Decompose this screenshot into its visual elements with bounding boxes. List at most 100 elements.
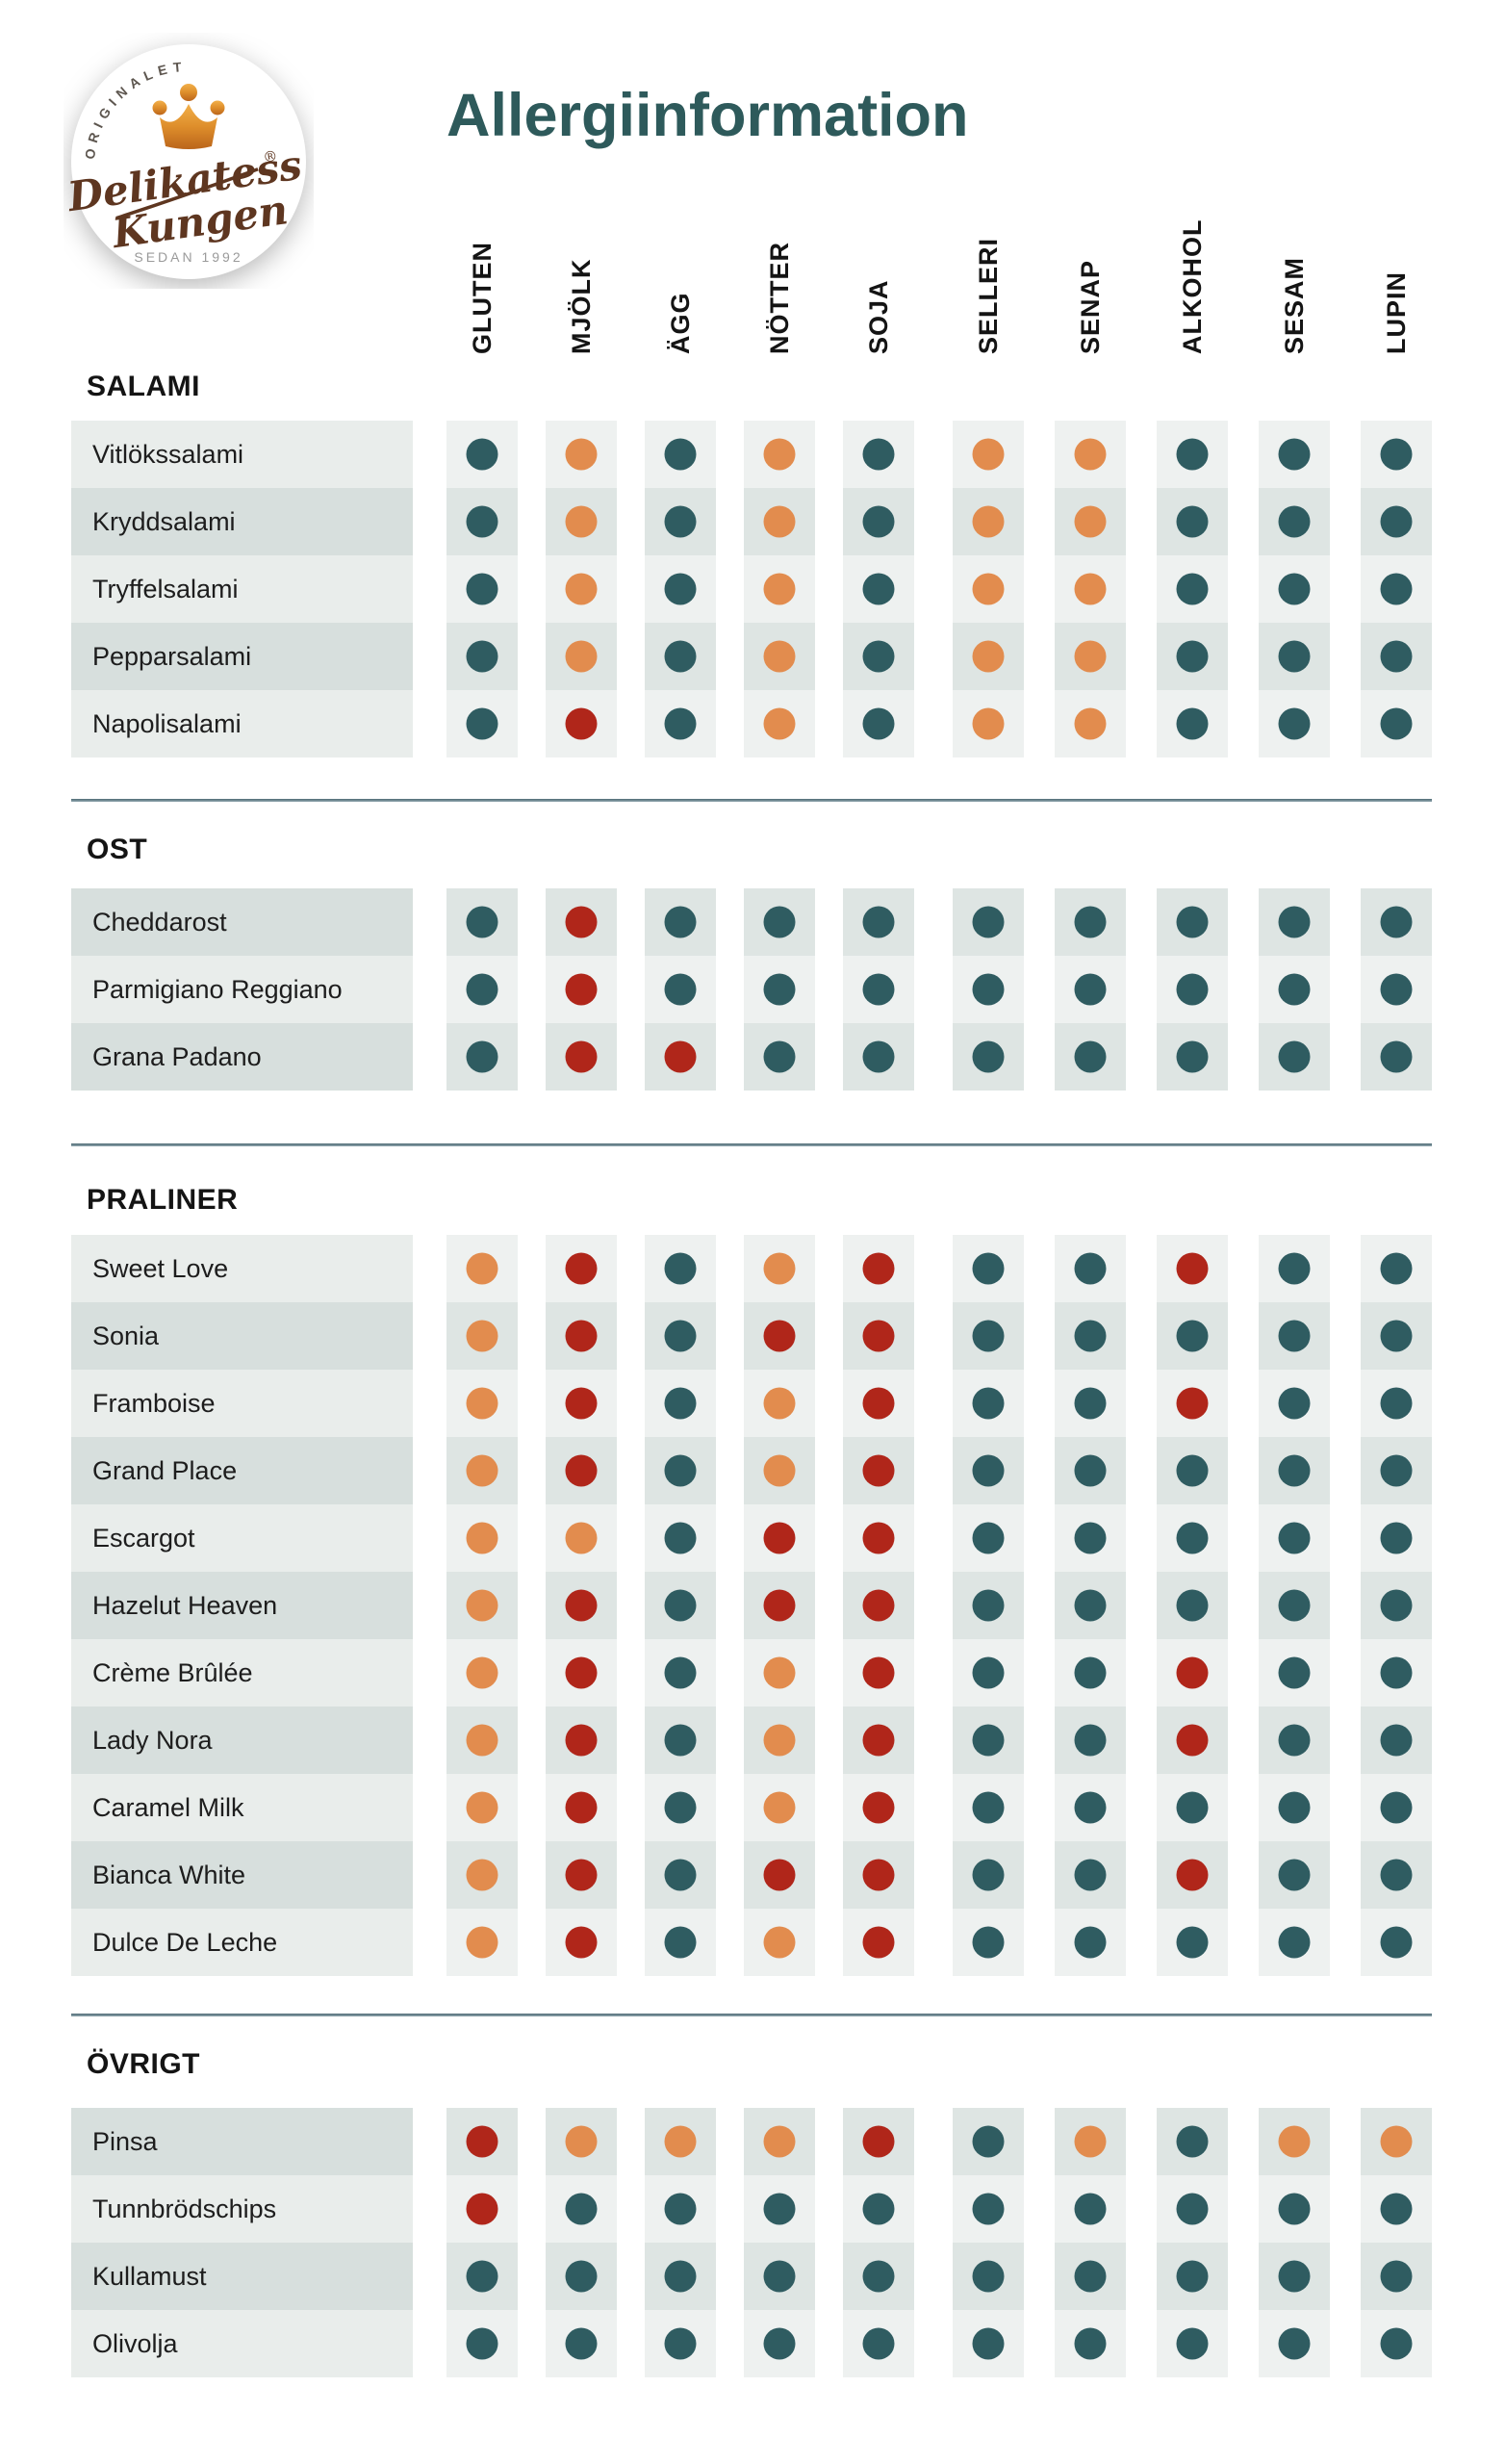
allergen-dot-free xyxy=(763,973,796,1006)
allergen-dot-traces xyxy=(466,1859,498,1891)
product-row: Escargot xyxy=(71,1504,1432,1572)
section-table: Pinsa Tunnbrödschips Kullamust Olivolja xyxy=(71,2108,1432,2377)
allergen-cell xyxy=(1157,1639,1228,1707)
allergen-dot-contains xyxy=(862,1387,895,1420)
allergen-cell xyxy=(1259,1639,1330,1707)
allergen-cell xyxy=(645,888,716,956)
allergen-dot-free xyxy=(664,640,697,673)
allergen-dot-traces xyxy=(466,1724,498,1757)
product-row: Dulce De Leche xyxy=(71,1909,1432,1976)
allergen-dot-free xyxy=(466,973,498,1006)
allergen-cell xyxy=(1259,1774,1330,1841)
allergen-dot-contains xyxy=(862,1320,895,1352)
product-label: Tunnbrödschips xyxy=(71,2175,413,2243)
product-label: Sonia xyxy=(71,1302,413,1370)
product-label: Lady Nora xyxy=(71,1707,413,1774)
allergen-dot-free xyxy=(1176,2260,1209,2293)
allergen-dot-free xyxy=(1278,1589,1311,1622)
allergen-dot-free xyxy=(1176,1791,1209,1824)
allergen-dot-traces xyxy=(565,438,598,471)
allergen-cell xyxy=(1157,1437,1228,1504)
allergen-cell xyxy=(645,2243,716,2310)
allergen-dot-traces xyxy=(565,1522,598,1554)
product-label: Kullamust xyxy=(71,2243,413,2310)
allergen-dot-free xyxy=(972,2193,1005,2225)
allergen-cell xyxy=(1157,1023,1228,1091)
allergen-dot-free xyxy=(1074,1387,1107,1420)
allergen-dot-traces xyxy=(466,1252,498,1285)
registered-mark: ® xyxy=(262,147,278,167)
allergen-dot-free xyxy=(763,2193,796,2225)
product-label: Bianca White xyxy=(71,1841,413,1909)
allergen-cell xyxy=(446,956,518,1023)
allergen-dot-traces xyxy=(763,1724,796,1757)
allergen-dot-contains xyxy=(862,1454,895,1487)
allergen-cell xyxy=(744,1437,815,1504)
allergen-cell xyxy=(446,1504,518,1572)
logo-badge-circle xyxy=(71,44,306,279)
allergen-cell xyxy=(1361,2175,1432,2243)
allergen-dot-free xyxy=(1074,1791,1107,1824)
allergen-cell xyxy=(645,1437,716,1504)
allergen-dot-free xyxy=(1074,1454,1107,1487)
allergen-cell xyxy=(546,690,617,757)
allergen-dot-free xyxy=(1380,573,1413,605)
section-title-övrigt: ÖVRIGT xyxy=(87,2048,201,2080)
allergen-cell xyxy=(953,888,1024,956)
allergen-dot-free xyxy=(862,2193,895,2225)
allergen-dot-free xyxy=(972,2260,1005,2293)
allergen-cell xyxy=(843,1302,914,1370)
allergen-cell xyxy=(1055,421,1126,488)
allergen-cell xyxy=(645,1909,716,1976)
allergen-dot-free xyxy=(862,640,895,673)
product-label: Grana Padano xyxy=(71,1023,413,1091)
allergen-dot-free xyxy=(972,973,1005,1006)
allergen-dot-traces xyxy=(763,1252,796,1285)
allergen-cell xyxy=(645,1504,716,1572)
allergen-dot-free xyxy=(763,2260,796,2293)
allergen-dot-free xyxy=(862,2260,895,2293)
allergen-cell xyxy=(1157,1504,1228,1572)
allergen-cell xyxy=(1055,1302,1126,1370)
allergen-cell xyxy=(546,1841,617,1909)
allergen-cell xyxy=(1361,1572,1432,1639)
allergen-dot-free xyxy=(1176,2193,1209,2225)
allergen-cell xyxy=(744,1572,815,1639)
allergen-dot-free xyxy=(1278,1859,1311,1891)
allergen-dot-contains xyxy=(565,1859,598,1891)
allergen-dot-free xyxy=(565,2327,598,2360)
allergen-dot-contains xyxy=(862,1656,895,1689)
allergen-cell xyxy=(1361,2243,1432,2310)
product-label: Grand Place xyxy=(71,1437,413,1504)
column-header-10: LUPIN xyxy=(1382,271,1411,354)
allergen-dot-free xyxy=(1074,1589,1107,1622)
allergen-cell xyxy=(1361,421,1432,488)
allergen-dot-free xyxy=(862,973,895,1006)
product-label: Pinsa xyxy=(71,2108,413,2175)
allergen-cell xyxy=(953,1370,1024,1437)
allergen-cell xyxy=(1361,1707,1432,1774)
allergen-cell xyxy=(1055,1707,1126,1774)
allergen-dot-free xyxy=(1278,973,1311,1006)
allergen-dot-free xyxy=(1278,1320,1311,1352)
allergen-cell xyxy=(1361,1841,1432,1909)
allergen-cell xyxy=(546,2108,617,2175)
allergen-dot-contains xyxy=(664,1040,697,1073)
allergen-dot-contains xyxy=(1176,1724,1209,1757)
allergen-dot-free xyxy=(1380,707,1413,740)
allergen-dot-free xyxy=(1380,1252,1413,1285)
allergen-cell xyxy=(1157,1370,1228,1437)
allergen-cell xyxy=(953,2175,1024,2243)
allergen-dot-free xyxy=(1176,1040,1209,1073)
allergen-cell xyxy=(1055,888,1126,956)
allergen-dot-free xyxy=(1074,1320,1107,1352)
product-row: Lady Nora xyxy=(71,1707,1432,1774)
allergen-cell xyxy=(744,1707,815,1774)
allergen-dot-free xyxy=(664,973,697,1006)
allergen-cell xyxy=(446,1437,518,1504)
allergen-dot-free xyxy=(1074,1040,1107,1073)
allergen-cell xyxy=(1259,1437,1330,1504)
allergen-dot-traces xyxy=(466,1791,498,1824)
allergen-cell xyxy=(953,623,1024,690)
product-row: Olivolja xyxy=(71,2310,1432,2377)
